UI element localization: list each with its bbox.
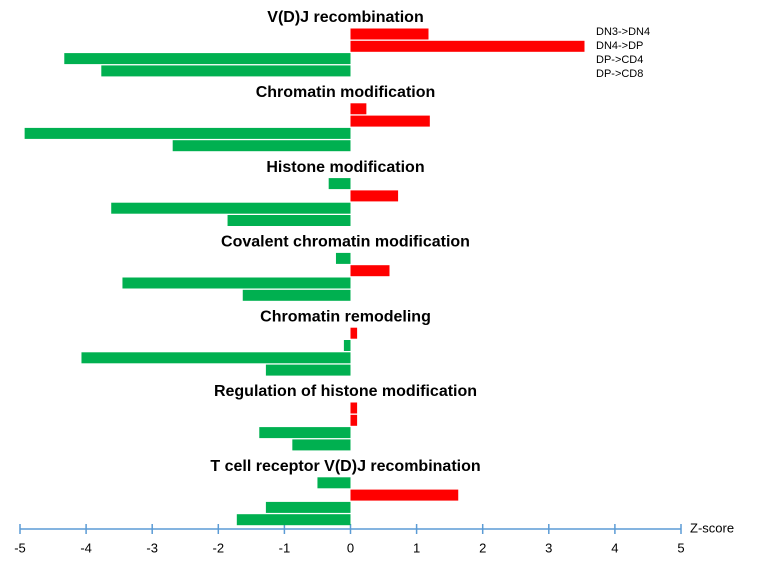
group-title: Histone modification	[266, 159, 424, 176]
x-tick-label: 3	[545, 540, 552, 555]
bar	[350, 28, 429, 40]
series-label: DP->CD4	[596, 54, 643, 66]
group-title: T cell receptor V(D)J recombination	[210, 458, 480, 475]
series-label: DN3->DN4	[596, 26, 650, 38]
bar	[350, 414, 358, 426]
bar	[259, 427, 351, 439]
bar	[292, 439, 351, 451]
x-tick-label: -1	[279, 540, 291, 555]
bar	[350, 40, 585, 52]
bar	[350, 489, 459, 501]
x-tick-label: -4	[80, 540, 92, 555]
bar	[242, 289, 351, 301]
bar	[122, 277, 351, 289]
x-axis-title: Z-score	[690, 520, 734, 535]
bar	[350, 327, 358, 339]
x-tick-label: 0	[347, 540, 354, 555]
bar	[317, 477, 351, 489]
bar	[227, 215, 351, 226]
bar	[111, 202, 351, 214]
group-title: Chromatin modification	[256, 84, 436, 101]
group-title: Chromatin remodeling	[260, 308, 431, 325]
bar	[350, 115, 430, 127]
x-tick-label: 5	[677, 540, 684, 555]
bar	[172, 140, 351, 152]
x-tick-label: 1	[413, 540, 420, 555]
bar	[81, 352, 351, 364]
x-tick-label: 2	[479, 540, 486, 555]
group-title: Regulation of histone modification	[214, 383, 477, 400]
bar	[101, 65, 351, 77]
series-label: DN4->DP	[596, 40, 643, 52]
bar	[265, 501, 351, 513]
bar	[24, 127, 351, 139]
group-title: Covalent chromatin modification	[221, 234, 470, 251]
bar	[328, 178, 351, 190]
x-tick-label: 4	[611, 540, 618, 555]
bar	[350, 103, 367, 115]
bar	[265, 364, 351, 376]
bar	[236, 514, 351, 526]
bar	[350, 190, 399, 202]
bar	[350, 265, 390, 277]
series-label: DP->CD8	[596, 68, 643, 80]
bar	[335, 252, 351, 264]
bar	[343, 340, 351, 351]
x-tick-label: -3	[146, 540, 158, 555]
x-tick-label: -2	[213, 540, 225, 555]
bar	[350, 402, 358, 414]
x-tick-label: -5	[14, 540, 26, 555]
group-title: V(D)J recombination	[267, 9, 423, 26]
bar	[64, 53, 351, 65]
